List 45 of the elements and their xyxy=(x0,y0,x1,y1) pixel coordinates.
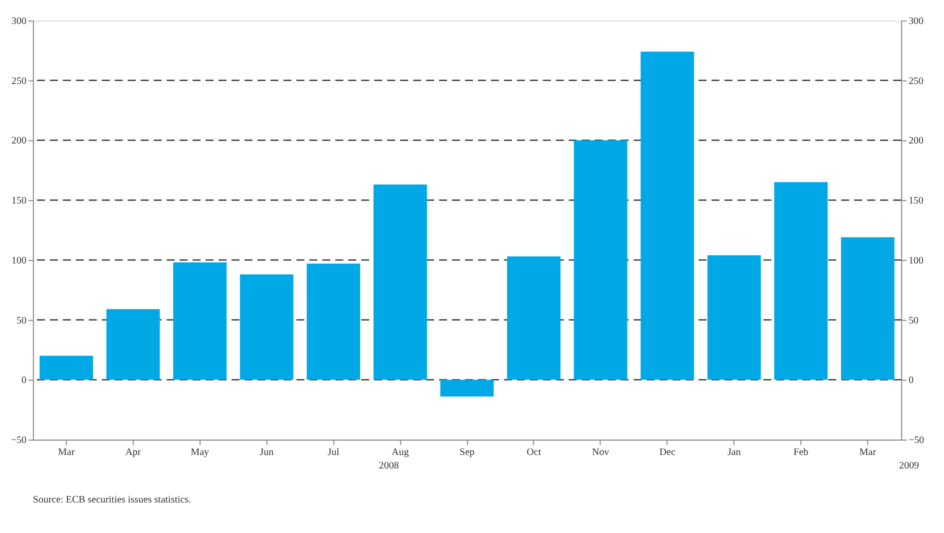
x-tick-label: May xyxy=(190,447,210,458)
bar xyxy=(440,380,494,397)
y-tick-label: 300 xyxy=(11,16,26,27)
bar xyxy=(106,309,160,380)
bar xyxy=(840,237,894,380)
y-tick-label: 200 xyxy=(11,136,26,147)
y-tick-label: 100 xyxy=(11,255,26,266)
y2-tick-label: 0 xyxy=(908,375,914,386)
text: 2008 xyxy=(378,460,399,472)
bar xyxy=(707,255,761,380)
x-tick-label: Aug xyxy=(392,447,409,458)
y-tick-label: 50 xyxy=(16,315,26,326)
x-tick-label: Mar xyxy=(58,447,76,458)
y-tick-label: 0 xyxy=(21,375,26,386)
bar xyxy=(507,256,561,380)
bar xyxy=(640,52,694,380)
bar xyxy=(40,356,94,380)
source-note: Source: ECB securities issues statistics. xyxy=(32,494,192,506)
y-tick-label: 250 xyxy=(11,76,26,87)
y2-tick-label: 300 xyxy=(908,16,924,27)
y-tick-label: 150 xyxy=(11,196,26,207)
y2-tick-label: 50 xyxy=(908,315,919,326)
bar xyxy=(306,264,360,380)
x-tick-label: Feb xyxy=(793,447,808,458)
bar xyxy=(574,140,628,380)
x-tick-label: Sep xyxy=(460,447,475,458)
y2-tick-label: 150 xyxy=(908,196,924,207)
x-tick-label: Dec xyxy=(659,447,676,458)
bar xyxy=(374,184,427,380)
y2-tick-label: 200 xyxy=(908,136,924,147)
x-tick-label: Apr xyxy=(125,447,142,458)
text: 2009 xyxy=(899,460,920,472)
x-tick-label: Mar xyxy=(859,447,877,458)
bar xyxy=(240,274,294,380)
x-tick-label: Jan xyxy=(727,447,741,458)
x-tick-label: Nov xyxy=(592,447,610,458)
y2-tick-label: 100 xyxy=(908,255,924,266)
bar xyxy=(774,182,828,380)
x-tick-label: Jun xyxy=(260,447,274,458)
x-tick-label: Oct xyxy=(526,447,542,458)
bar xyxy=(173,262,227,380)
y2-tick-label: −50 xyxy=(908,435,924,446)
x-tick-label: Jul xyxy=(328,447,340,458)
y-tick-label: −50 xyxy=(10,435,26,446)
y2-tick-label: 250 xyxy=(908,76,924,87)
